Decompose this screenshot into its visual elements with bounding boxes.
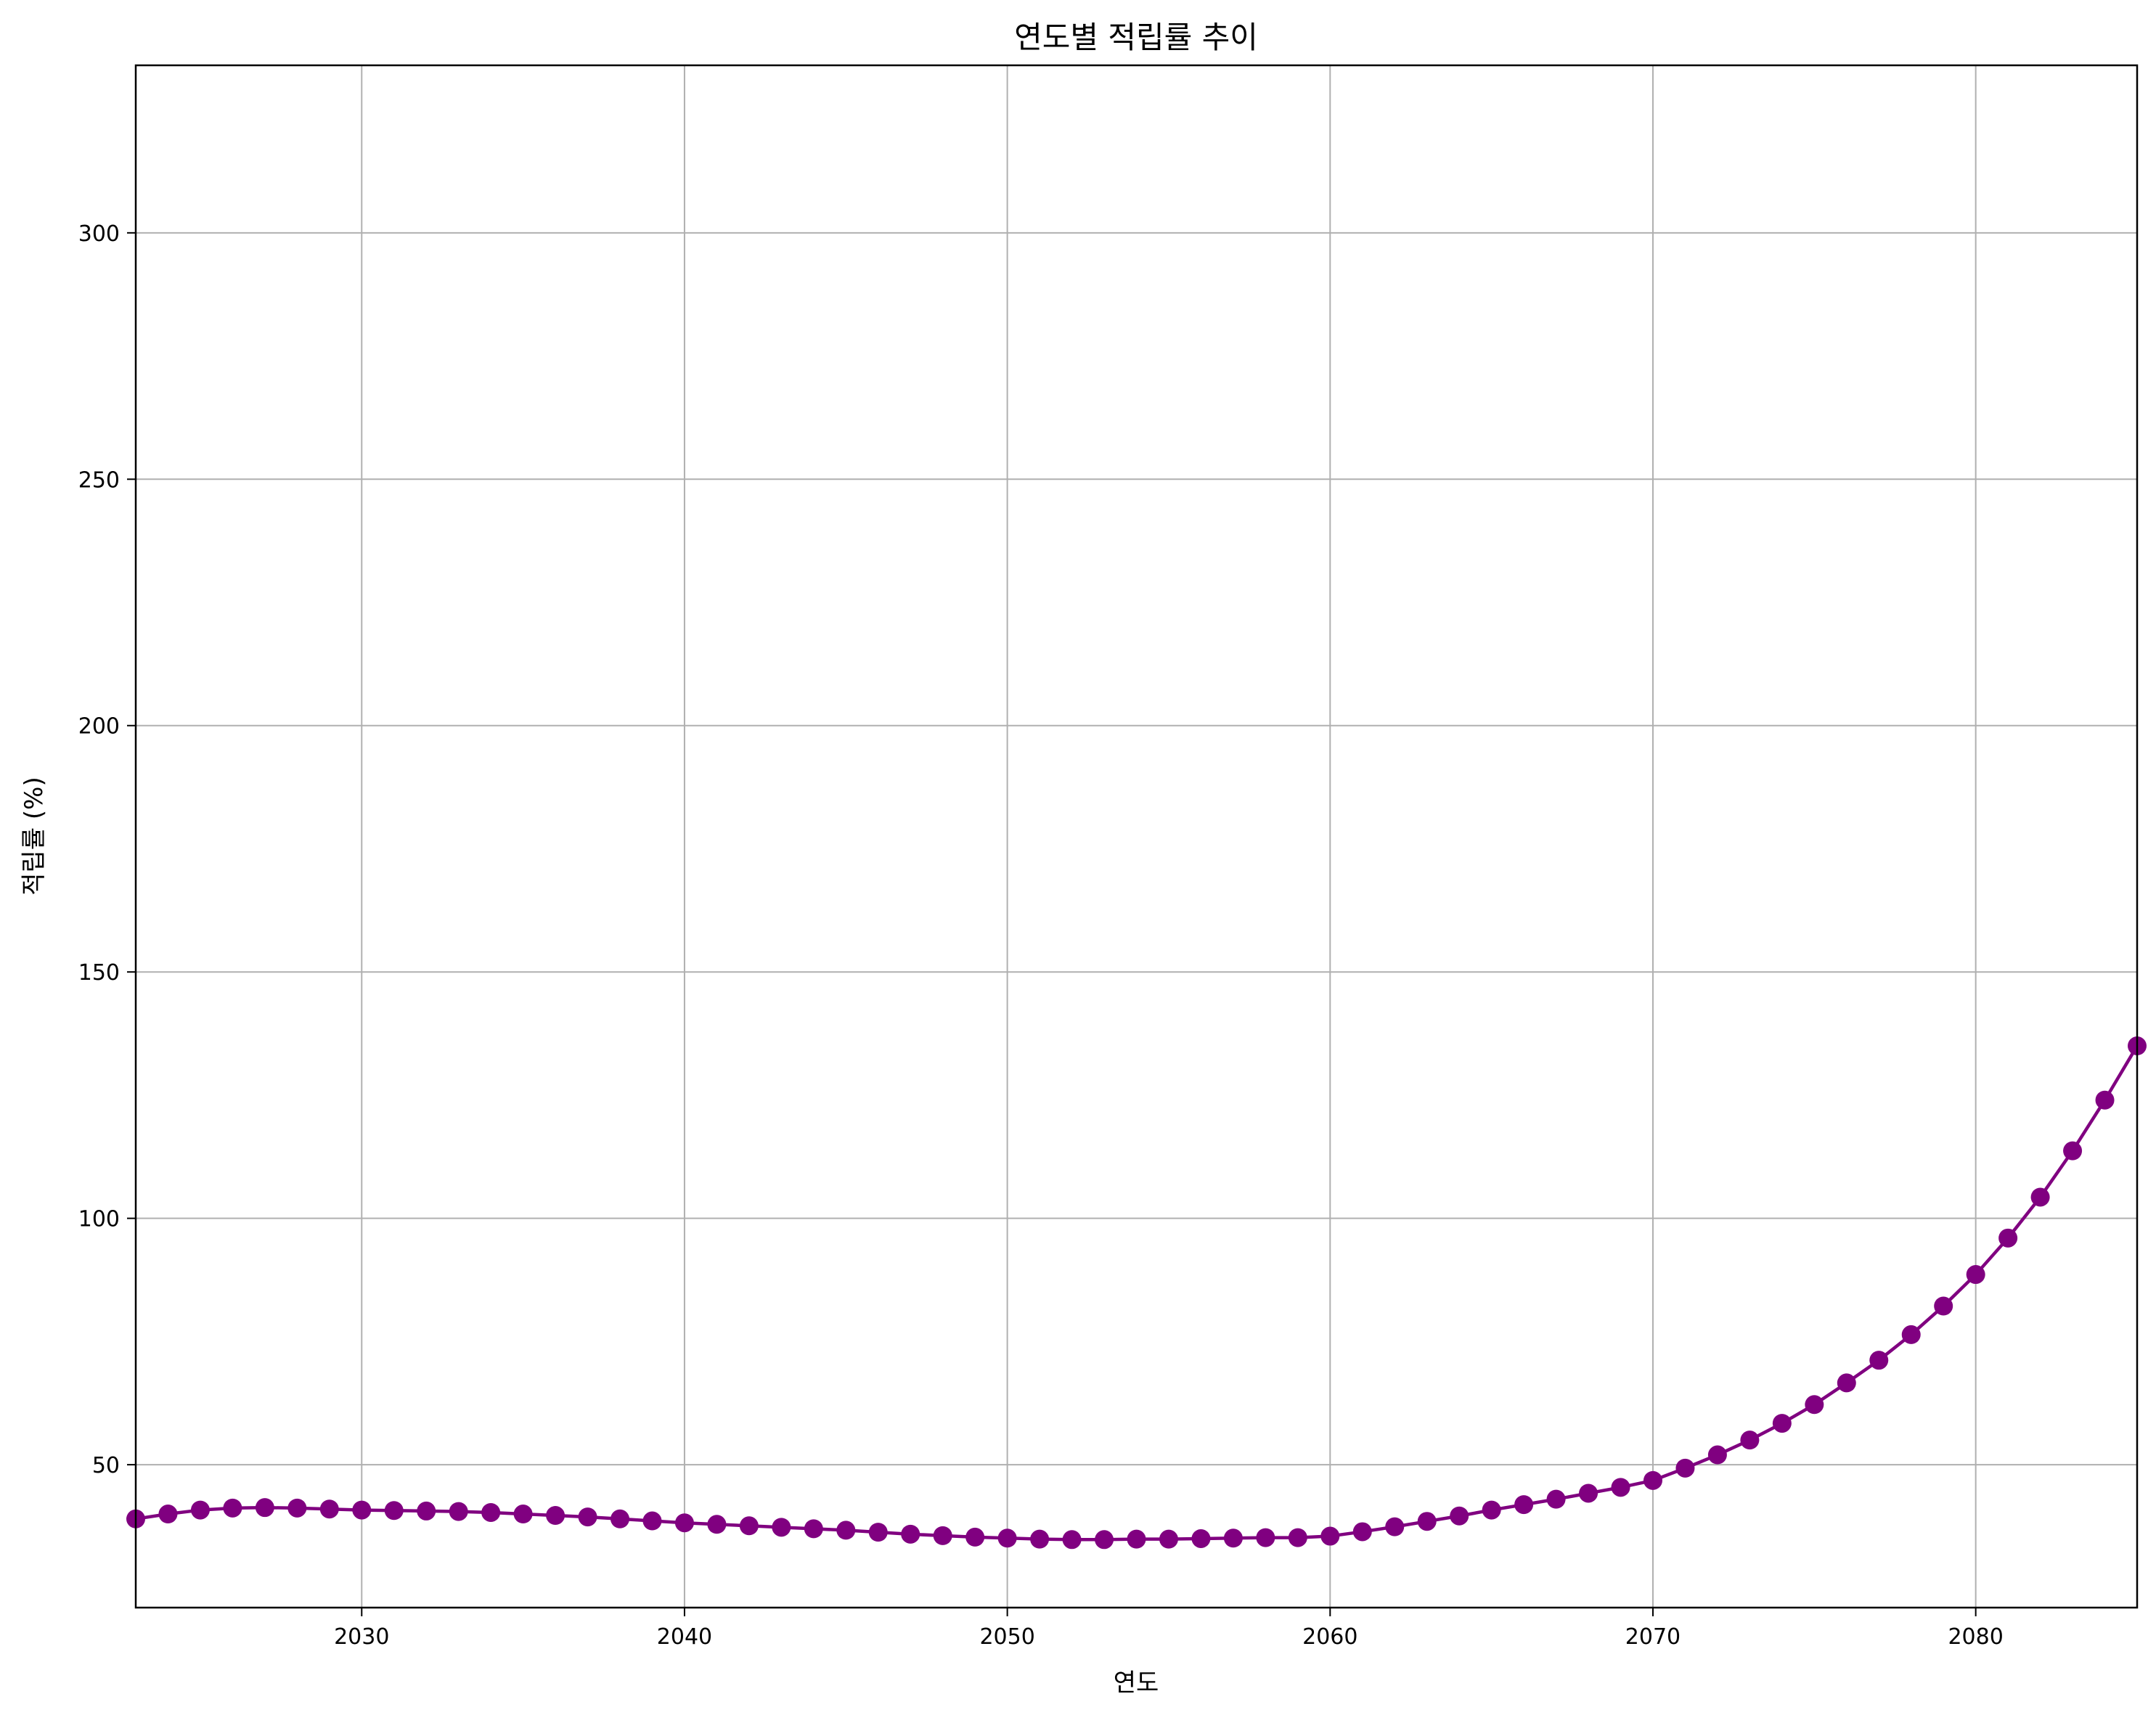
data-point: [319, 1499, 339, 1519]
data-point: [1385, 1517, 1405, 1536]
data-point: [417, 1501, 436, 1521]
data-point: [1450, 1506, 1469, 1526]
data-point: [1611, 1478, 1630, 1497]
series-line: [135, 1044, 2139, 1542]
data-point: [2063, 1141, 2083, 1161]
data-point: [1030, 1529, 1050, 1549]
data-point: [2095, 1090, 2115, 1110]
data-point: [1320, 1526, 1340, 1546]
data-point: [739, 1516, 759, 1536]
x-tick-label: 2060: [1302, 1624, 1357, 1650]
chart-title: 연도별 적립률 추이: [1014, 20, 1258, 55]
data-point: [158, 1505, 178, 1524]
data-point: [1095, 1530, 1114, 1550]
data-point: [449, 1502, 468, 1521]
x-axis-ticks: 2030 2040 2050 2060 2070 2080: [334, 1608, 2004, 1650]
data-point: [255, 1498, 274, 1518]
data-point: [611, 1509, 630, 1528]
series: [126, 1036, 2147, 1550]
data-point: [707, 1515, 727, 1534]
x-tick-label: 2040: [657, 1624, 712, 1650]
data-point: [1740, 1431, 1760, 1450]
data-point: [772, 1518, 791, 1537]
data-point: [1934, 1296, 1953, 1316]
data-point: [674, 1513, 694, 1533]
data-point: [1966, 1265, 1985, 1285]
data-point: [1062, 1530, 1082, 1550]
data-point: [1707, 1445, 1727, 1465]
data-point: [1837, 1373, 1856, 1393]
y-tick-label: 100: [78, 1207, 120, 1232]
data-point: [1191, 1528, 1211, 1548]
x-tick-label: 2030: [334, 1624, 389, 1650]
grid: [136, 65, 2137, 1608]
data-point: [836, 1521, 856, 1540]
data-point: [804, 1519, 823, 1539]
data-point: [2030, 1187, 2050, 1207]
data-point: [901, 1524, 920, 1544]
data-point: [578, 1507, 597, 1527]
x-tick-label: 2070: [1625, 1624, 1681, 1650]
y-axis-title: 적립률 (%): [20, 777, 49, 895]
data-point: [223, 1498, 242, 1518]
y-tick-label: 50: [92, 1453, 120, 1478]
data-point: [513, 1505, 533, 1524]
data-point: [1288, 1528, 1307, 1547]
data-point: [642, 1511, 662, 1531]
data-point: [1514, 1495, 1534, 1515]
data-point: [1998, 1228, 2018, 1248]
data-point: [190, 1500, 210, 1520]
data-point: [1805, 1395, 1824, 1415]
data-point: [1546, 1489, 1566, 1509]
data-point: [1869, 1351, 1889, 1370]
data-point: [1643, 1470, 1662, 1490]
y-axis-ticks: 50 100 150 200 250 300: [78, 221, 136, 1478]
data-point: [1256, 1528, 1275, 1547]
data-point: [1127, 1529, 1146, 1549]
data-point: [1579, 1483, 1598, 1503]
data-point: [546, 1506, 565, 1526]
x-tick-label: 2050: [979, 1624, 1034, 1650]
data-point: [352, 1500, 372, 1520]
data-point: [1223, 1528, 1243, 1548]
data-point: [1352, 1522, 1372, 1542]
plot-frame: [134, 64, 2139, 1609]
y-tick-label: 300: [78, 221, 120, 247]
data-point: [1482, 1500, 1501, 1520]
data-point: [933, 1526, 952, 1545]
data-point: [965, 1527, 985, 1547]
data-point: [1675, 1458, 1695, 1478]
y-tick-label: 250: [78, 467, 120, 493]
x-tick-label: 2080: [1948, 1624, 2003, 1650]
data-point: [287, 1498, 307, 1518]
data-point: [481, 1502, 501, 1522]
data-point: [384, 1501, 404, 1521]
data-point: [1901, 1325, 1921, 1344]
data-point: [1772, 1414, 1792, 1433]
y-tick-label: 150: [78, 960, 120, 986]
data-point: [997, 1528, 1017, 1548]
data-point: [1159, 1529, 1178, 1549]
x-axis-title: 연도: [1114, 1669, 1159, 1698]
data-point: [1417, 1512, 1437, 1531]
y-tick-label: 200: [78, 714, 120, 740]
data-point: [868, 1523, 888, 1542]
